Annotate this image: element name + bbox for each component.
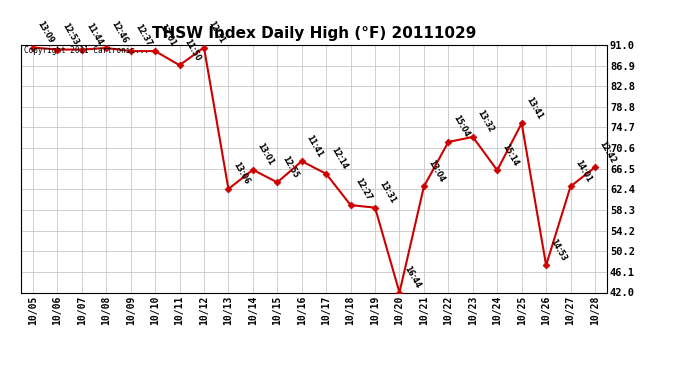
Text: 13:01: 13:01 [255, 142, 275, 167]
Text: 14:01: 14:01 [573, 158, 593, 184]
Text: 13:06: 13:06 [231, 161, 251, 186]
Text: 11:44: 11:44 [85, 21, 104, 47]
Text: 11:50: 11:50 [182, 37, 202, 62]
Text: 12:31: 12:31 [207, 20, 226, 45]
Text: 16:44: 16:44 [402, 264, 422, 290]
Text: 12:37: 12:37 [133, 23, 153, 48]
Text: 12:53: 12:53 [60, 21, 80, 47]
Text: 13:01: 13:01 [158, 23, 178, 48]
Text: 13:32: 13:32 [475, 109, 495, 134]
Text: 12:14: 12:14 [329, 146, 349, 171]
Text: 11:41: 11:41 [304, 133, 324, 158]
Text: 14:53: 14:53 [549, 237, 569, 262]
Text: 15:04: 15:04 [451, 114, 471, 139]
Text: 13:09: 13:09 [36, 20, 56, 45]
Text: 13:41: 13:41 [524, 95, 544, 120]
Text: 13:04: 13:04 [426, 158, 446, 184]
Text: 12:46: 12:46 [109, 20, 129, 45]
Text: 15:14: 15:14 [500, 142, 520, 168]
Title: THSW Index Daily High (°F) 20111029: THSW Index Daily High (°F) 20111029 [152, 26, 476, 41]
Text: 12:42: 12:42 [598, 139, 618, 165]
Text: 12:27: 12:27 [353, 177, 373, 203]
Text: 12:55: 12:55 [280, 154, 299, 180]
Text: Copyright 2011 Cartronic...: Copyright 2011 Cartronic... [23, 46, 148, 55]
Text: 13:31: 13:31 [378, 180, 397, 205]
